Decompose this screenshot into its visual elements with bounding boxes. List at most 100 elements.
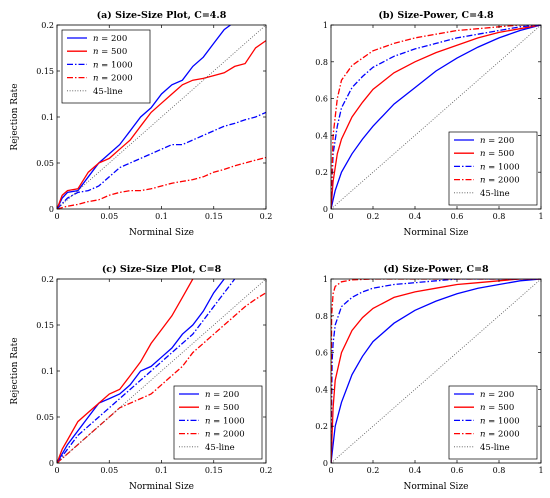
legend-value: = 500 <box>98 47 127 57</box>
legend-variable: n <box>480 390 485 400</box>
legend-entry: n = 1000 <box>480 416 520 426</box>
legend-entry: n = 500 <box>480 149 514 159</box>
legend-variable: n <box>480 149 485 159</box>
legend-value: = 200 <box>485 136 514 146</box>
y-tick-label: 0.8 <box>315 312 328 321</box>
legend-value: = 2000 <box>98 74 132 84</box>
x-tick-label: 0.4 <box>409 212 422 221</box>
legend-variable: n <box>480 136 485 146</box>
legend-entry: n = 200 <box>205 390 239 400</box>
y-tick-label: 0.05 <box>36 159 54 168</box>
x-tick-label: 0.4 <box>409 466 422 475</box>
legend-value: = 1000 <box>485 416 519 426</box>
legend-entry: n = 200 <box>480 136 514 146</box>
legend-variable: n <box>480 176 485 186</box>
legend-entry: n = 2000 <box>205 430 245 440</box>
legend-variable: n <box>480 430 485 440</box>
chart-3: (d) Size-Power, C=8 0 0.2 0.4 0.6 0.8 1 0 0.2 0.4… <box>315 264 543 492</box>
legend-value: = 1000 <box>98 60 132 70</box>
plot-frame <box>330 24 542 210</box>
legend-entry: n = 2000 <box>93 74 133 84</box>
legend-value: = 2000 <box>485 430 519 440</box>
y-tick-label: 0.6 <box>315 95 328 104</box>
chart-title: (d) Size-Power, C=8 <box>383 264 489 275</box>
x-tick-label: 0.15 <box>205 466 223 475</box>
legend-entry: n = 2000 <box>480 430 520 440</box>
series-line-2000 <box>57 156 266 209</box>
legend-entry: n = 2000 <box>480 176 520 186</box>
legend-entry: 45-line <box>93 87 123 97</box>
series-line-reference <box>57 279 266 463</box>
series-line-1000 <box>57 279 236 463</box>
x-tick-label: 0.6 <box>451 466 464 475</box>
legend-value: = 500 <box>485 149 514 159</box>
series-line-2000 <box>57 292 266 463</box>
series-line-2000 <box>331 279 541 463</box>
x-tick-label: 0.8 <box>493 466 506 475</box>
series-line-500 <box>57 40 266 209</box>
legend-entry: n = 1000 <box>93 60 133 70</box>
legend-entry: n = 200 <box>480 390 514 400</box>
legend-entry: n = 500 <box>205 403 239 413</box>
x-tick-label: 0.05 <box>100 466 118 475</box>
legend-entry: n = 1000 <box>480 162 520 172</box>
legend-entry: n = 1000 <box>205 416 245 426</box>
legend-value: = 500 <box>210 403 239 413</box>
legend-entry: 45-line <box>480 443 510 453</box>
series-line-reference <box>57 25 266 209</box>
legend-value: = 1000 <box>485 162 519 172</box>
x-tick-label: 0.2 <box>367 212 380 221</box>
chart-2: (c) Size-Size Plot, C=8 0 0.05 0.1 0.15 0.2 0 0… <box>10 264 272 492</box>
y-tick-label: 1 <box>323 21 328 30</box>
series-line-500 <box>331 25 541 209</box>
legend-variable: n <box>205 390 210 400</box>
x-tick-label: 0.2 <box>367 466 380 475</box>
chart-1: (b) Size-Power, C=4.8 0 0.2 0.4 0.6 0.8 1 0 0.2 0… <box>315 10 543 238</box>
legend-value: = 200 <box>210 390 239 400</box>
x-tick-label: 0.6 <box>451 212 464 221</box>
y-tick-label: 0.2 <box>315 168 328 177</box>
x-axis-label: Norminal Size <box>403 482 468 492</box>
x-tick-label: 0.8 <box>493 212 506 221</box>
legend-value: = 200 <box>98 34 127 44</box>
x-tick-label: 0 <box>328 466 333 475</box>
y-tick-label: 0.1 <box>41 113 54 122</box>
y-tick-label: 0.1 <box>41 367 54 376</box>
series-line-200 <box>57 25 231 209</box>
legend-variable: n <box>93 34 98 44</box>
y-tick-label: 0.4 <box>315 385 328 394</box>
legend-variable: n <box>480 403 485 413</box>
y-tick-label: 0 <box>49 205 54 214</box>
legend-variable: n <box>205 430 210 440</box>
legend-box <box>61 29 151 104</box>
legend-entry: n = 200 <box>93 34 127 44</box>
y-tick-label: 0 <box>323 459 328 468</box>
x-tick-label: 0.2 <box>260 466 273 475</box>
legend-value: = 2000 <box>210 430 244 440</box>
x-tick-label: 0.2 <box>260 212 273 221</box>
series-line-1000 <box>331 25 541 209</box>
y-tick-label: 0.4 <box>315 131 328 140</box>
x-tick-label: 0.15 <box>205 212 223 221</box>
legend-box <box>173 385 263 460</box>
legend-value: = 2000 <box>485 176 519 186</box>
chart-title: (a) Size-Size Plot, C=4.8 <box>97 10 227 21</box>
x-tick-label: 1 <box>538 212 543 221</box>
chart-title: (b) Size-Power, C=4.8 <box>378 10 494 21</box>
x-tick-label: 0 <box>54 466 59 475</box>
legend-variable: n <box>205 416 210 426</box>
legend-variable: n <box>480 416 485 426</box>
series-line-200 <box>331 279 541 463</box>
legend-entry: 45-line <box>205 443 235 453</box>
legend-entry: n = 500 <box>480 403 514 413</box>
legend-variable: n <box>93 74 98 84</box>
legend-box <box>448 385 538 460</box>
y-tick-label: 0.6 <box>315 349 328 358</box>
x-tick-label: 0 <box>54 212 59 221</box>
x-axis-label: Norminal Size <box>403 228 468 238</box>
y-tick-label: 0 <box>49 459 54 468</box>
series-line-500 <box>331 279 541 463</box>
legend-value: = 1000 <box>210 416 244 426</box>
